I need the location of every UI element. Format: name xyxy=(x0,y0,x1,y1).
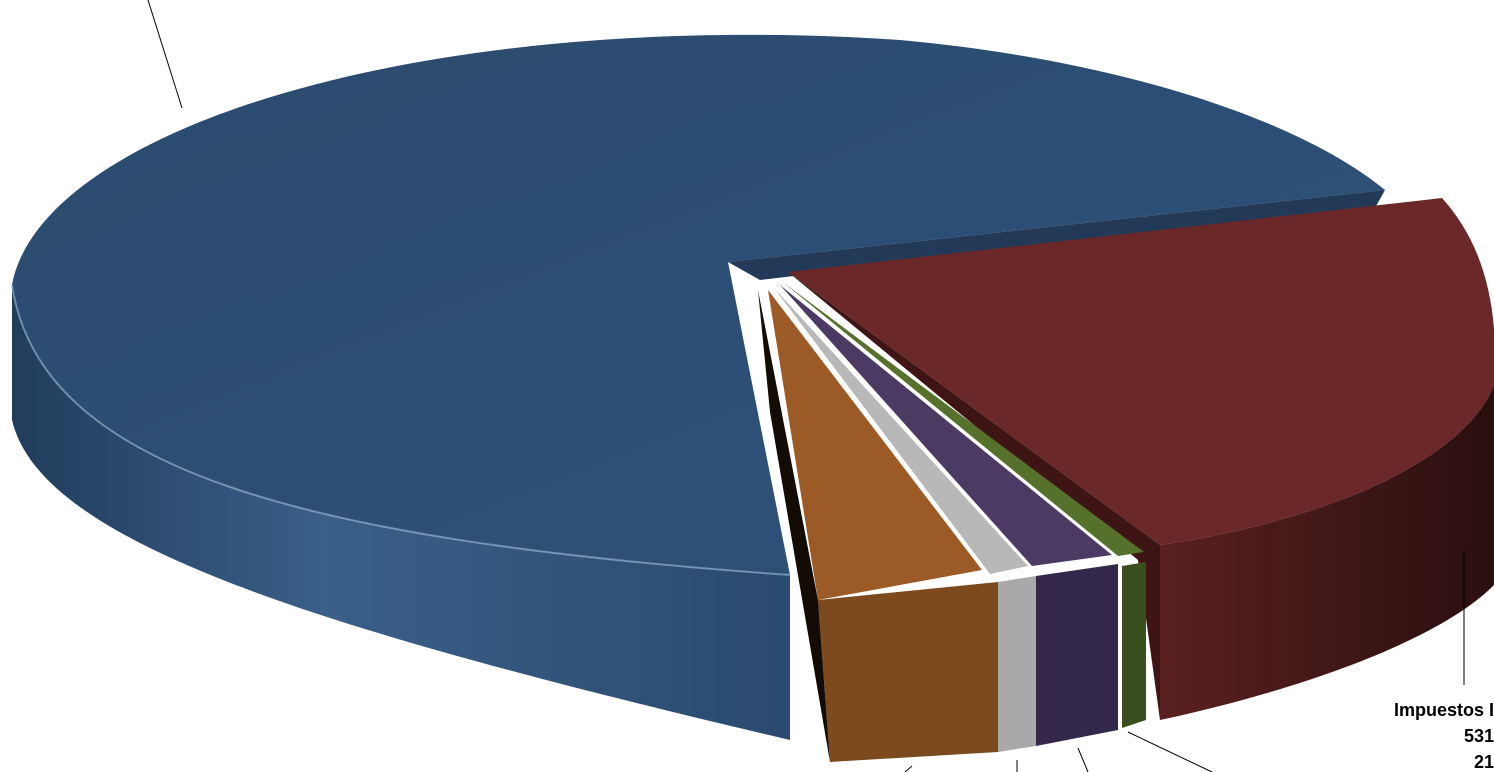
leader-line-5 xyxy=(905,766,912,772)
slice-3-side xyxy=(1036,564,1118,746)
slice-1-label: Impuestos I xyxy=(1394,700,1494,720)
slice-4-side xyxy=(998,576,1036,752)
slice-5-side xyxy=(818,582,998,762)
slice-1-pct-label: 21 xyxy=(1474,752,1494,772)
leader-line-3 xyxy=(1078,748,1088,772)
slice-2-side xyxy=(1122,562,1146,728)
slice-1-value-label: 531 xyxy=(1464,726,1494,746)
data-labels: Impuestos I 531 21 xyxy=(1394,700,1494,772)
leader-line-0 xyxy=(148,0,182,108)
leader-line-2 xyxy=(1128,732,1212,772)
